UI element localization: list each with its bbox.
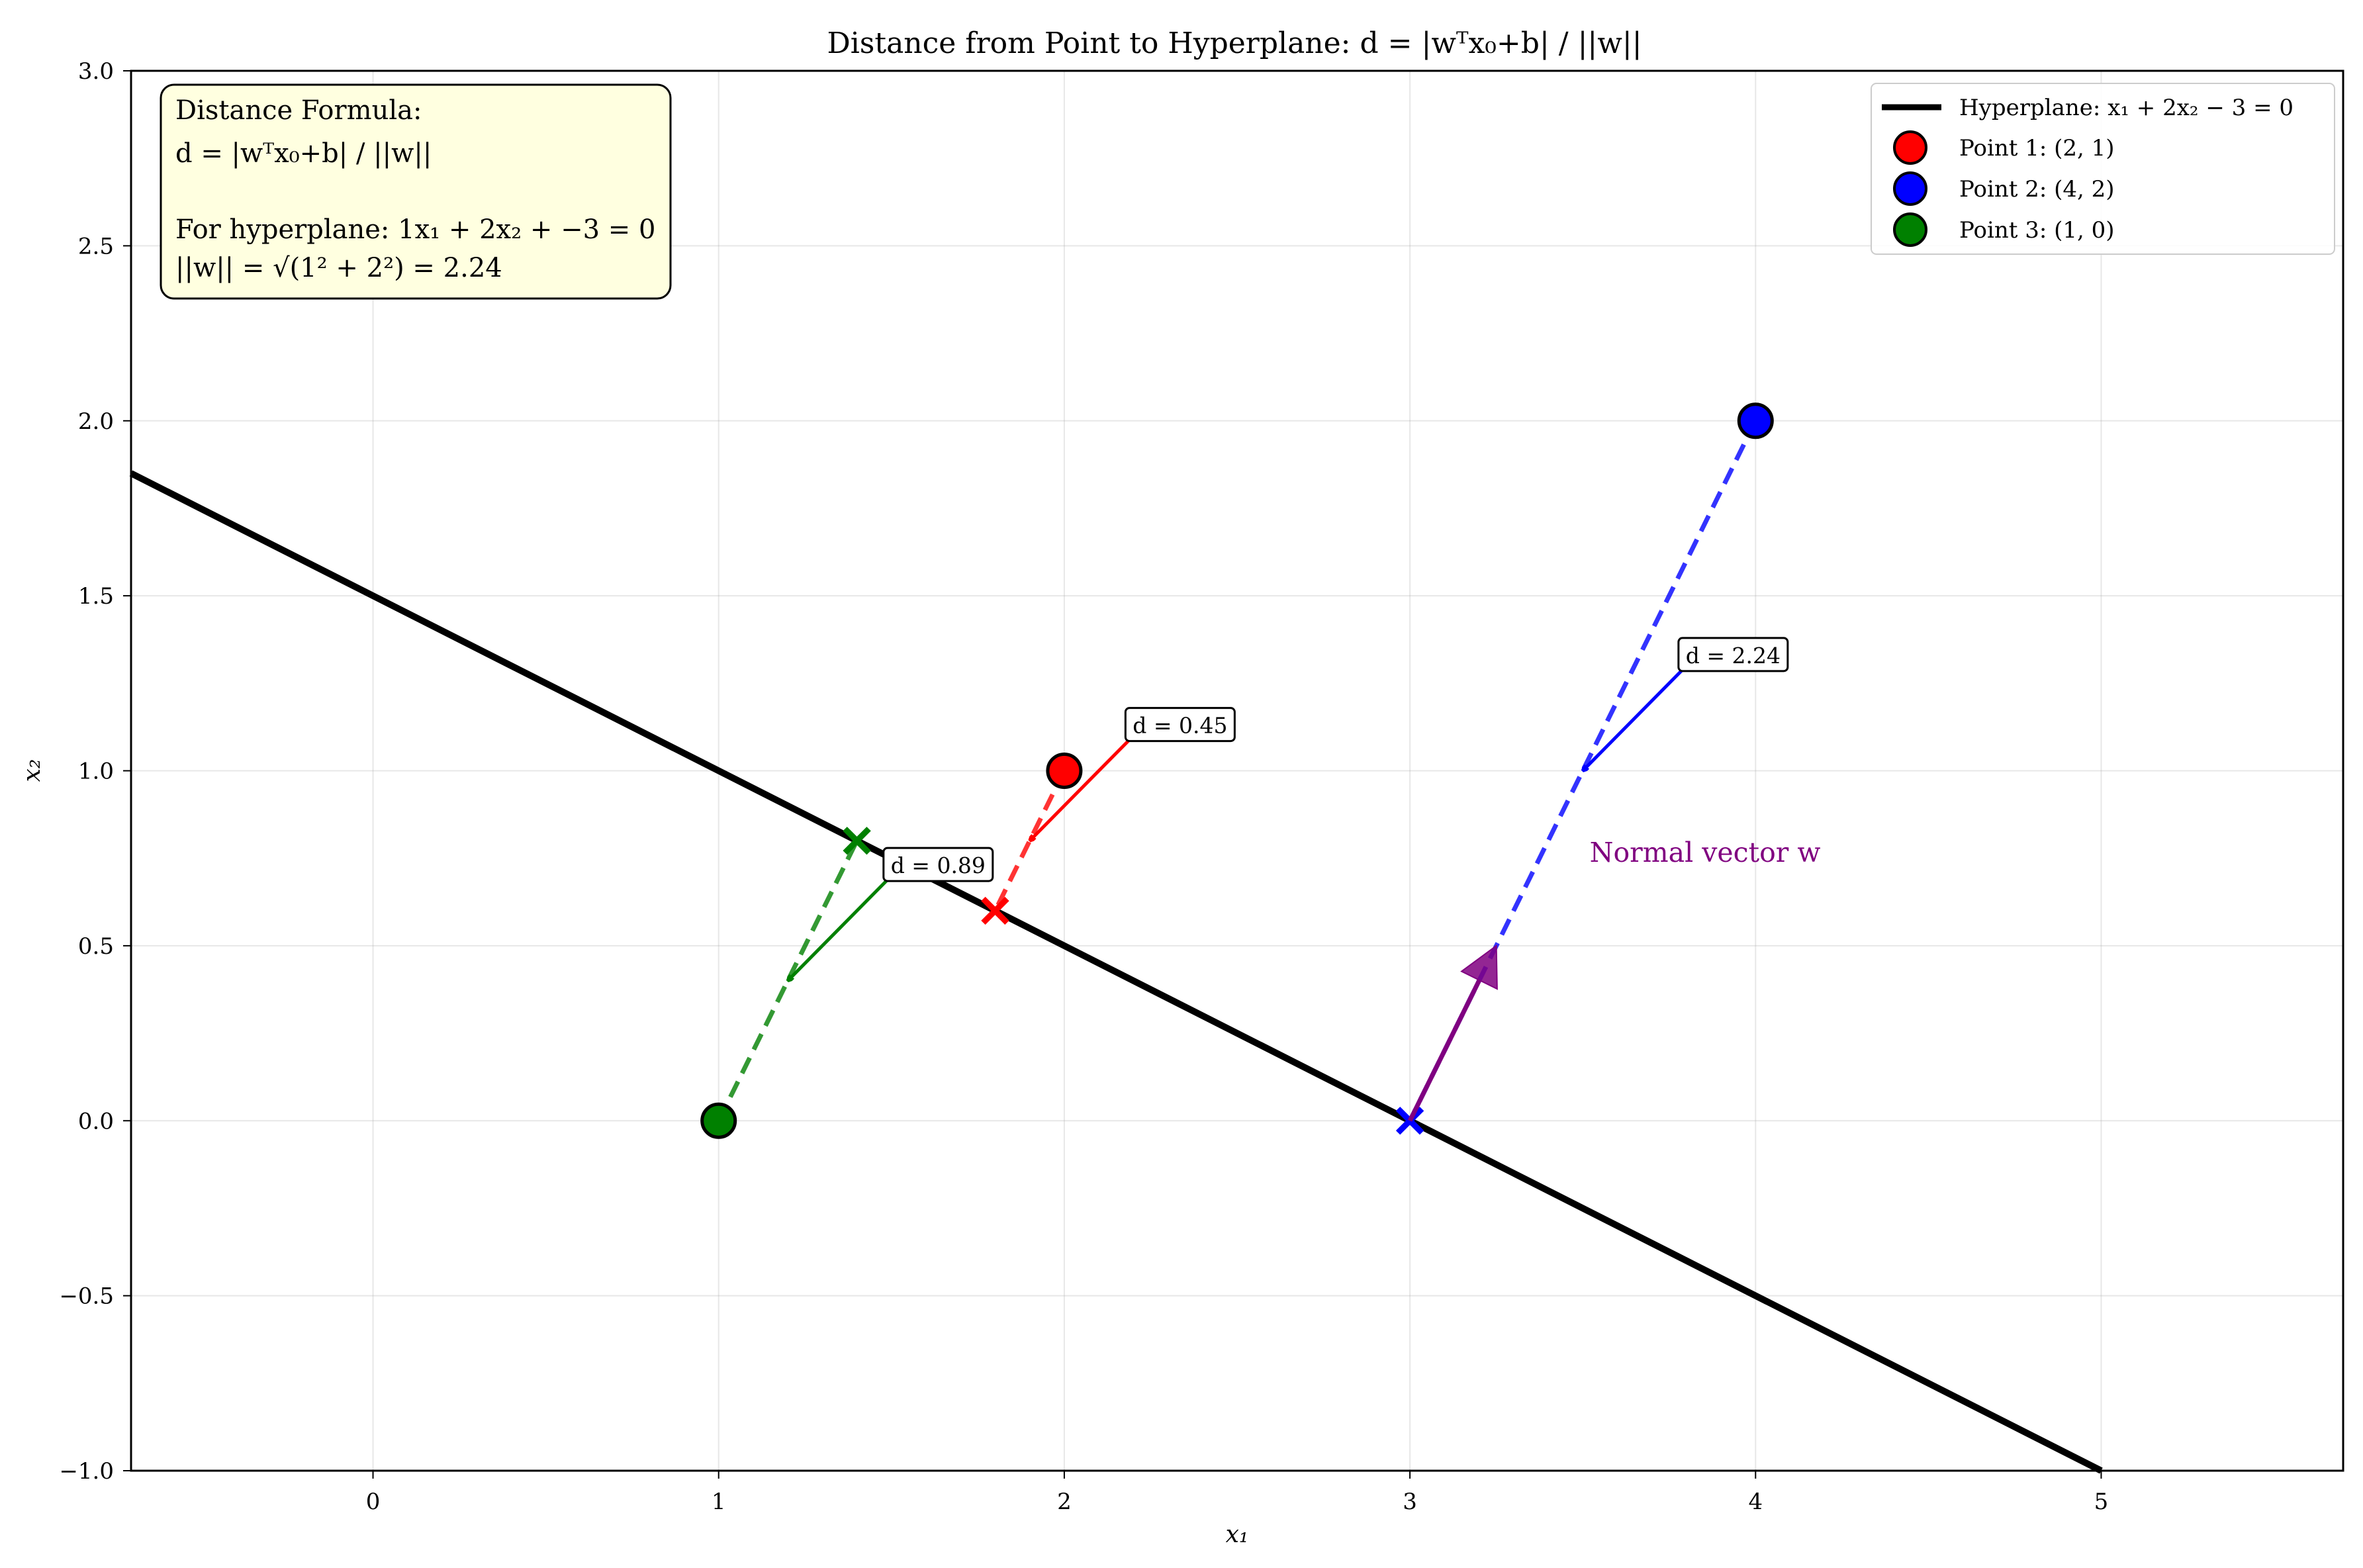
distance-labels: d = 0.45 d = 2.24 d = 0.89 Normal vector w: [788, 637, 1821, 981]
distance-label-box: [1677, 637, 1789, 672]
y-tick-label: 0.5: [78, 933, 114, 960]
y-tick-label: −0.5: [59, 1283, 114, 1310]
legend-hyperplane-label: Hyperplane: x₁ + 2x₂ − 3 = 0: [1959, 95, 2294, 121]
distance-label-box: [1124, 707, 1236, 743]
distance-label-box: [882, 847, 994, 882]
y-axis-ticks: −1.0 −0.5 0.0 0.5 1.0 1.5 2.0 2.5 3.0: [59, 58, 131, 1485]
legend-point-2-label: Point 2: (4, 2): [1959, 176, 2115, 203]
x-tick-label: 5: [2094, 1489, 2109, 1515]
distance-arrow: [1583, 665, 1688, 771]
data-point-cross: [1054, 761, 1074, 780]
y-tick-label: 1.5: [78, 583, 114, 610]
distance-arrow: [1030, 734, 1135, 841]
distance-label: d = 0.45: [1133, 713, 1227, 739]
legend-point-2-swatch: [1893, 171, 1927, 206]
info-line-4: For hyperplane: 1x₁ + 2x₂ + −3 = 0: [175, 214, 655, 245]
x-axis-ticks: 0 1 2 3 4 5: [366, 1471, 2109, 1515]
chart-title: Distance from Point to Hyperplane: d = |…: [827, 26, 1642, 60]
projection-marker: [1395, 1107, 1424, 1135]
info-line-1: Distance Formula:: [175, 95, 422, 126]
x-tick-label: 0: [366, 1489, 381, 1515]
distance-label: d = 0.89: [891, 853, 986, 878]
distance-arrow: [788, 874, 893, 981]
normal-vector-shaft: [1407, 979, 1482, 1122]
data-point-cross: [1746, 411, 1765, 430]
info-line-2: d = |wᵀx₀+b| / ||w||: [175, 138, 432, 169]
y-tick-label: 2.5: [78, 233, 114, 259]
plot-marks: [700, 402, 1774, 1139]
x-tick-label: 3: [1403, 1489, 1417, 1515]
plot-frame: [130, 69, 2344, 1472]
normal-vector-head: [1460, 944, 1498, 990]
x-tick-label: 1: [712, 1489, 726, 1515]
projection-marker: [843, 827, 871, 855]
normal-vector-label: Normal vector w: [1590, 837, 1821, 868]
hyperplane-line: [129, 470, 2103, 1474]
distance-label: d = 2.24: [1686, 643, 1781, 669]
info-box: Distance Formula: d = |wᵀx₀+b| / ||w|| F…: [160, 83, 672, 300]
y-tick-label: 3.0: [78, 58, 114, 85]
projection-marker: [981, 896, 1009, 925]
legend-point-1-label: Point 1: (2, 1): [1959, 135, 2115, 161]
data-point-cross: [709, 1111, 728, 1130]
y-tick-label: 2.0: [78, 408, 114, 435]
y-tick-label: 0.0: [78, 1108, 114, 1134]
legend-point-3-swatch: [1893, 212, 1927, 247]
legend-frame: [1871, 83, 2335, 255]
info-box-frame: [160, 83, 672, 300]
legend-point-1-swatch: [1893, 130, 1927, 165]
legend: Hyperplane: x₁ + 2x₂ − 3 = 0 Point 1: (2…: [1871, 83, 2335, 255]
y-tick-label: 1.0: [78, 759, 114, 785]
legend-point-3-label: Point 3: (1, 0): [1959, 217, 2115, 244]
x-tick-label: 2: [1057, 1489, 1072, 1515]
x-tick-label: 4: [1748, 1489, 1763, 1515]
info-line-5: ||w|| = √(1² + 2²) = 2.24: [175, 253, 502, 283]
y-axis-label: x₂: [19, 759, 46, 782]
y-tick-label: −1.0: [59, 1458, 114, 1485]
x-axis-label: x₁: [1226, 1521, 1249, 1548]
